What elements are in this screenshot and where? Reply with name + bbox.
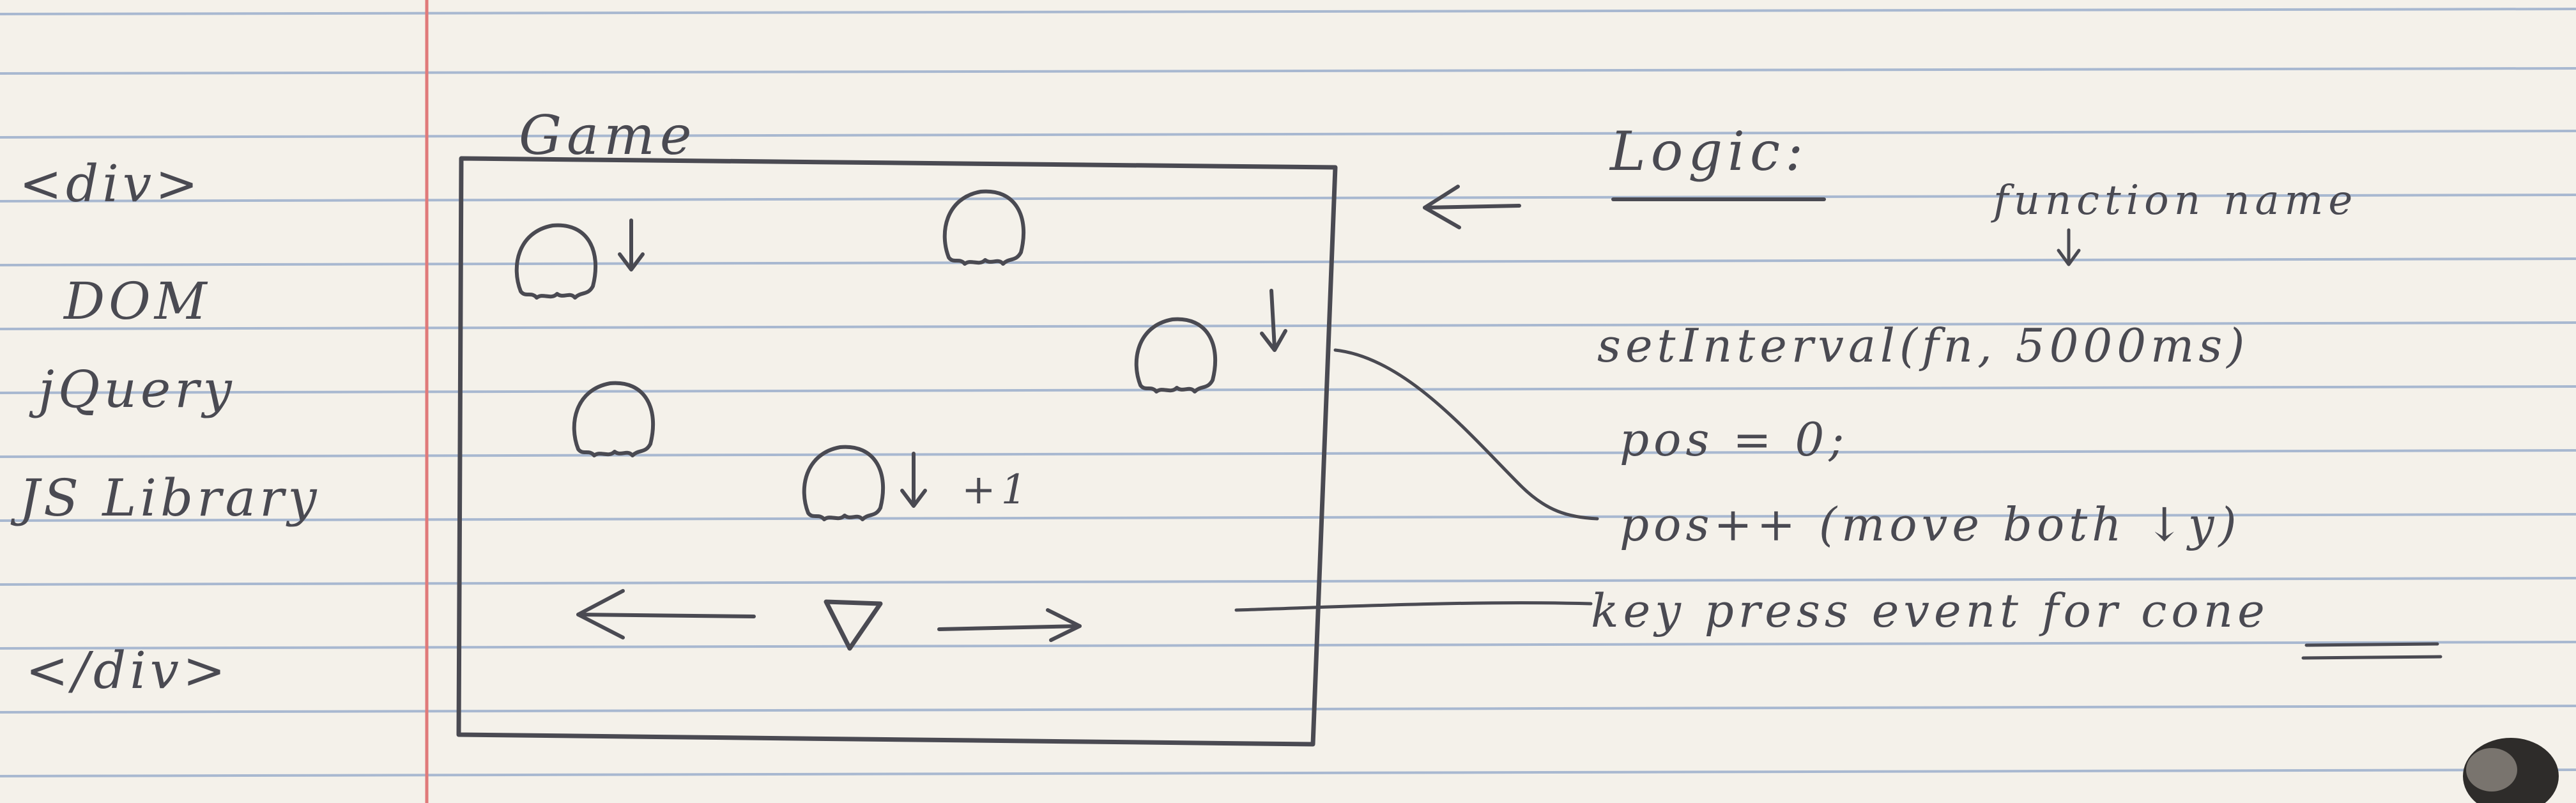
right-arrow-icon (937, 608, 1082, 642)
div-close-tag: </div> (26, 641, 230, 700)
binder-ring-icon (2463, 738, 2559, 803)
key-press-event: key press event for cone (1591, 584, 2269, 638)
enemy-blob-1 (517, 226, 595, 298)
cone-underline (2301, 642, 2442, 660)
rule-lines (0, 8, 2576, 777)
left-arrow-icon (1423, 185, 1521, 229)
triangle-cone-icon (824, 599, 883, 651)
enemy-blob-2 (945, 192, 1023, 264)
side-label-jquery: jQuery (38, 360, 236, 419)
left-arrow-icon (576, 589, 756, 639)
game-box-title: Game (519, 104, 697, 167)
function-name-label: function name (1993, 177, 2358, 224)
enemy-blob-5 (804, 447, 883, 519)
game-box (456, 156, 1338, 747)
enemy-blob-3 (1137, 319, 1215, 392)
logic-heading: Logic: (1610, 120, 1809, 183)
side-label-dom: DOM (64, 271, 211, 331)
set-interval-call: setInterval(fn, 5000ms) (1597, 319, 2250, 372)
score-label: +1 (962, 466, 1032, 514)
down-arrow-icon (2057, 228, 2081, 266)
down-arrow-icon (618, 218, 1287, 508)
pos-init: pos = 0; (1620, 413, 1849, 466)
div-open-tag: <div> (19, 154, 203, 213)
enemy-blob-4 (574, 383, 653, 455)
side-label-js-library: JS Library (19, 468, 321, 528)
connector-lines (1234, 348, 1599, 612)
pos-increment: pos++ (move both ↓y) (1620, 498, 2241, 551)
